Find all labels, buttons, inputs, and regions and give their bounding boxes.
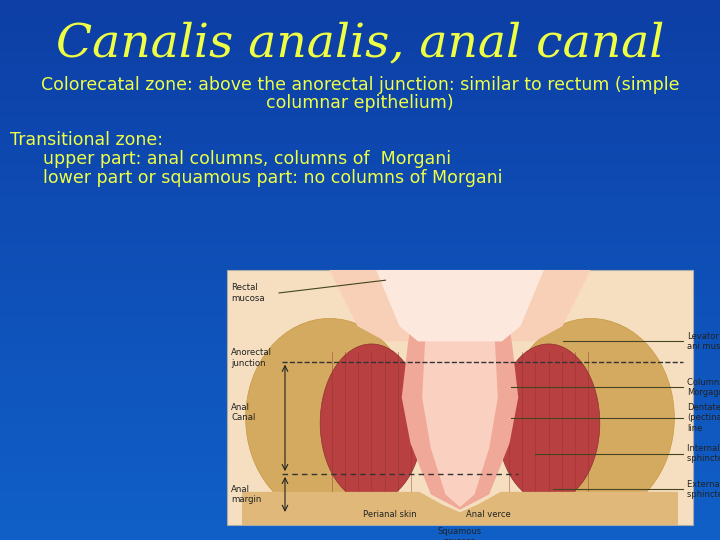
Text: Canalis analis, anal canal: Canalis analis, anal canal — [56, 22, 664, 66]
Text: Anorectal
junction: Anorectal junction — [231, 348, 272, 368]
Text: Dentate
(pectinate)
line: Dentate (pectinate) line — [687, 403, 720, 433]
Polygon shape — [330, 270, 590, 341]
Polygon shape — [242, 492, 678, 525]
FancyBboxPatch shape — [227, 270, 693, 525]
Text: Squamous
mucosa: Squamous mucosa — [438, 527, 482, 540]
Text: Internal anal
sphincter muscle: Internal anal sphincter muscle — [687, 444, 720, 463]
Polygon shape — [402, 270, 518, 510]
Polygon shape — [422, 270, 498, 507]
Text: Levator
ani muscle: Levator ani muscle — [687, 332, 720, 351]
Polygon shape — [376, 270, 544, 341]
Text: Perianal skin: Perianal skin — [364, 510, 417, 518]
Text: lower part or squamous part: no columns of Morgani: lower part or squamous part: no columns … — [10, 169, 503, 187]
Text: External anal
sphincter muscle: External anal sphincter muscle — [687, 480, 720, 499]
Text: upper part: anal columns, columns of  Morgani: upper part: anal columns, columns of Mor… — [10, 150, 451, 168]
Text: Rectal
mucosa: Rectal mucosa — [231, 284, 265, 302]
Ellipse shape — [498, 344, 600, 502]
Ellipse shape — [246, 319, 413, 517]
Ellipse shape — [320, 344, 423, 502]
Text: Anal
margin: Anal margin — [231, 485, 261, 504]
Text: columnar epithelium): columnar epithelium) — [266, 94, 454, 112]
Text: Anal verce: Anal verce — [466, 510, 510, 518]
Text: Colorecatal zone: above the anorectal junction: similar to rectum (simple: Colorecatal zone: above the anorectal ju… — [41, 76, 679, 94]
Text: Anal
Canal: Anal Canal — [231, 403, 256, 422]
Ellipse shape — [507, 319, 675, 517]
Text: Transitional zone:: Transitional zone: — [10, 131, 163, 149]
Text: Columns of
Morgagni: Columns of Morgagni — [687, 377, 720, 397]
